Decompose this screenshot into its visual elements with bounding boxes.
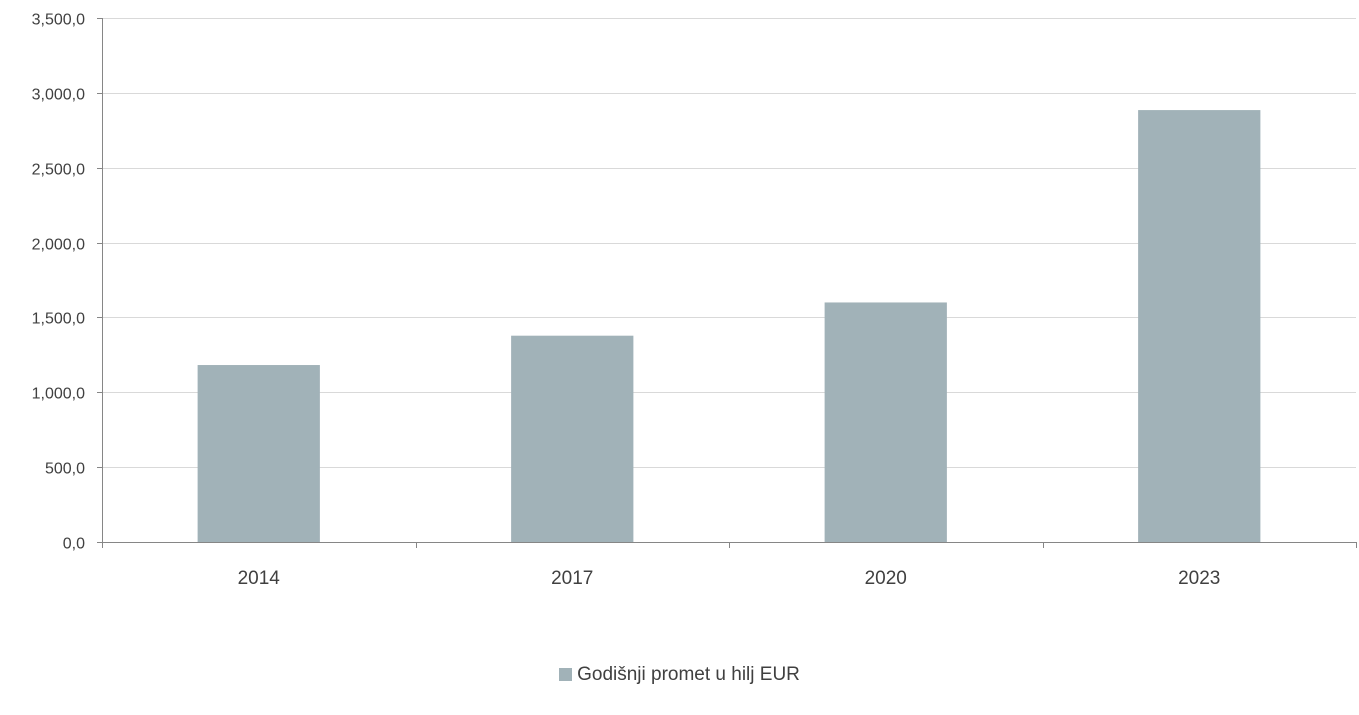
y-tick-label: 1,000,0: [32, 386, 85, 403]
x-tick-label: 2017: [551, 568, 593, 589]
bar-2014: [197, 365, 320, 542]
legend-swatch: [559, 668, 573, 681]
y-tick-label: 3,000,0: [32, 87, 85, 104]
bar-2020: [824, 302, 947, 542]
y-tick-label: 2,000,0: [32, 237, 85, 254]
legend-label: Godišnji promet u hilj EUR: [577, 664, 800, 685]
x-tick-labels: 2014 2017 2020 2023: [238, 568, 1221, 589]
y-tick-label: 1,500,0: [32, 311, 85, 328]
y-tick-label: 3,500,0: [32, 12, 85, 29]
y-tick-label: 500,0: [45, 461, 85, 478]
bar-2023: [1138, 110, 1261, 543]
y-tick-label: 2,500,0: [32, 162, 85, 179]
x-tick-label: 2023: [1178, 568, 1220, 589]
x-tick-label: 2014: [238, 568, 281, 589]
x-tick-label: 2020: [865, 568, 907, 589]
y-tick-label: 0,0: [63, 536, 85, 553]
y-tick-labels: 0,0 500,0 1,000,0 1,500,0 2,000,0 2,500,0 3,00…: [32, 12, 85, 553]
legend: Godišnji promet u hilj EUR: [0, 664, 1359, 686]
bars: [197, 110, 1261, 543]
bar-2017: [511, 335, 634, 542]
axes: [97, 18, 1357, 548]
